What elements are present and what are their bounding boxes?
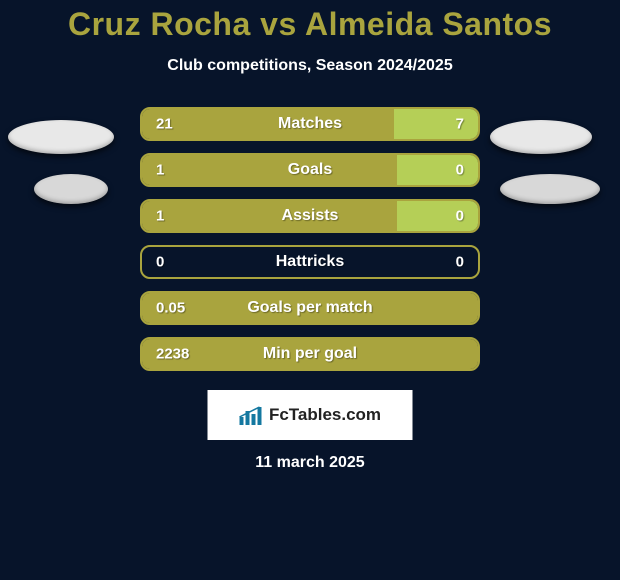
value-left: 1: [156, 162, 164, 179]
player-blob: [34, 174, 108, 204]
player-blob: [8, 120, 114, 154]
player-blob: [490, 120, 592, 154]
stat-row: Hattricks0 0: [0, 245, 620, 291]
bar-left: [142, 201, 397, 231]
subtitle: Club competitions, Season 2024/2025: [0, 57, 620, 75]
chart-icon: [239, 405, 263, 425]
bar-left: [142, 155, 397, 185]
logo-badge[interactable]: FcTables.com: [208, 390, 413, 440]
comparison-card: Cruz Rocha vs Almeida Santos Club compet…: [0, 0, 620, 580]
bar-track: Assists10: [140, 199, 480, 233]
player-blob: [500, 174, 600, 204]
bar-track: Hattricks0 0: [140, 245, 480, 279]
bar-right: [397, 201, 478, 231]
stat-row: Goals per match0.05: [0, 291, 620, 337]
bar-left: [142, 339, 478, 369]
stat-row: Assists10: [0, 199, 620, 245]
page-title: Cruz Rocha vs Almeida Santos: [0, 6, 620, 43]
bar-left: [142, 293, 478, 323]
bar-track: Min per goal2238: [140, 337, 480, 371]
bar-track: Matches217: [140, 107, 480, 141]
value-left: 2238: [156, 346, 189, 363]
bar-track: Goals10: [140, 153, 480, 187]
stat-row: Min per goal2238: [0, 337, 620, 383]
bar-left: [142, 109, 394, 139]
value-right: 0: [456, 254, 464, 271]
bar-right: [394, 109, 478, 139]
bar-label: Hattricks: [142, 253, 478, 271]
value-right: 7: [456, 116, 464, 133]
logo-text: FcTables.com: [269, 405, 381, 425]
bar-track: Goals per match0.05: [140, 291, 480, 325]
value-left: 1: [156, 208, 164, 225]
date-label: 11 march 2025: [0, 454, 620, 472]
value-left: 21: [156, 116, 173, 133]
value-left: 0.05: [156, 300, 185, 317]
value-right: 0: [456, 162, 464, 179]
value-left: 0: [156, 254, 164, 271]
bar-right: [397, 155, 478, 185]
value-right: 0: [456, 208, 464, 225]
